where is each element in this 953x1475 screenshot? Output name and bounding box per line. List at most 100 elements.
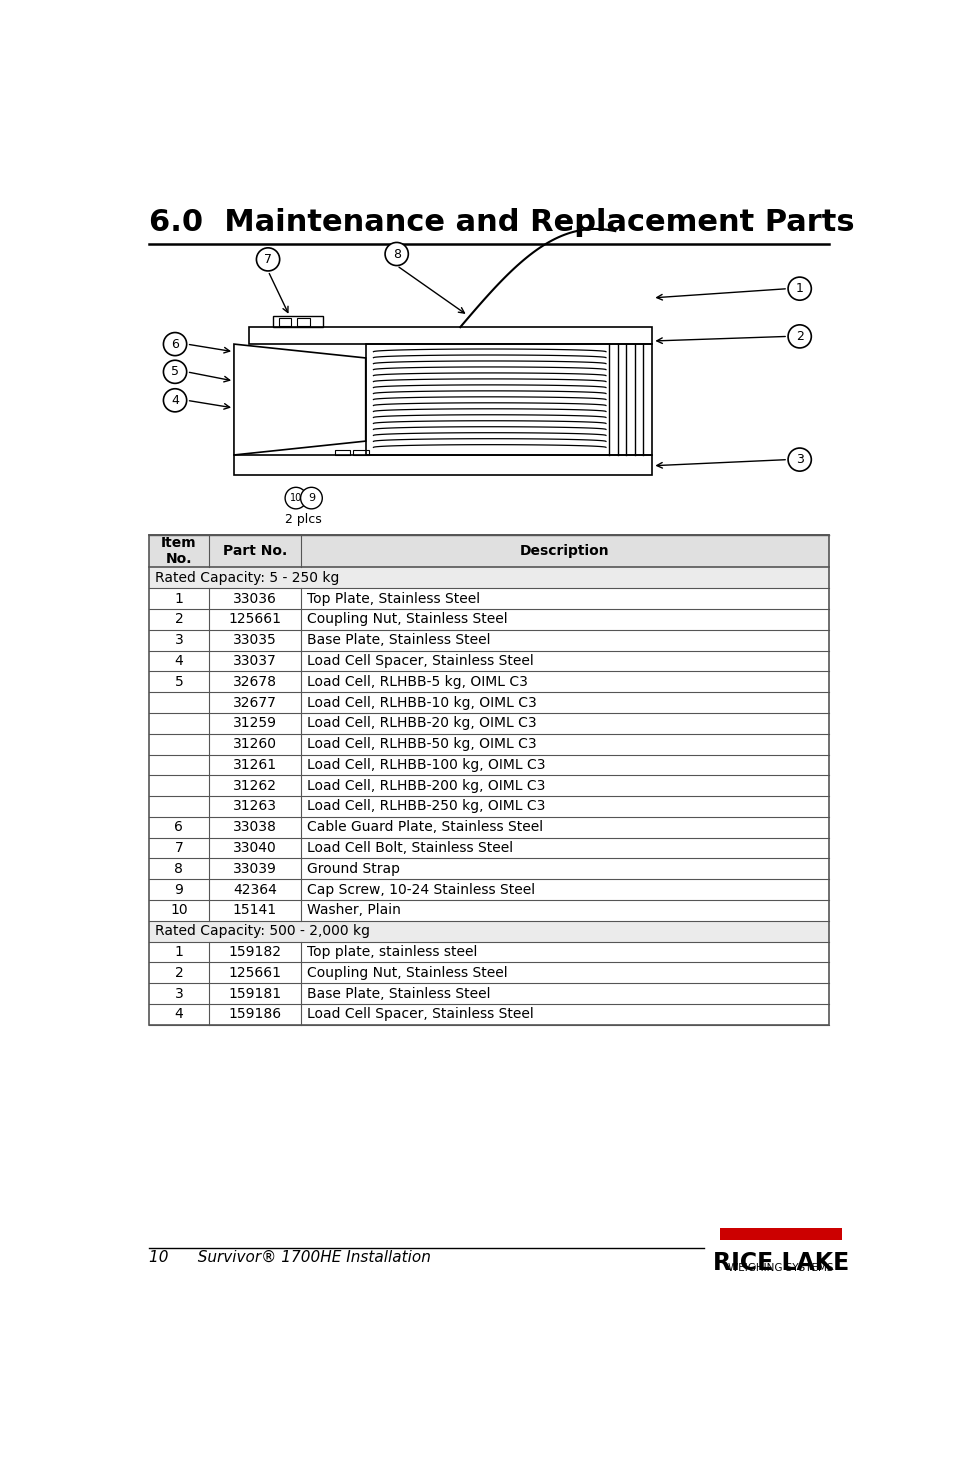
Bar (149, 535, 828, 1025)
Bar (149, 1004, 828, 1025)
Text: RICE LAKE: RICE LAKE (712, 1251, 848, 1276)
Text: Item
No.: Item No. (161, 535, 196, 566)
Text: 33036: 33036 (233, 591, 276, 606)
Text: 159181: 159181 (228, 987, 281, 1000)
Text: Part No.: Part No. (222, 544, 287, 558)
Bar (149, 796, 828, 817)
Text: 31260: 31260 (233, 738, 276, 751)
Text: 33038: 33038 (233, 820, 276, 835)
Bar (273, 316, 323, 327)
Text: 3: 3 (174, 633, 183, 648)
Bar (149, 589, 828, 609)
Text: 10: 10 (170, 903, 188, 917)
Text: 15141: 15141 (233, 903, 276, 917)
Circle shape (163, 332, 187, 355)
Text: 2: 2 (174, 612, 183, 627)
Bar (149, 733, 828, 755)
Text: 3: 3 (174, 987, 183, 1000)
Text: 2: 2 (174, 966, 183, 979)
Text: 6: 6 (171, 338, 179, 351)
Text: Rated Capacity: 5 - 250 kg: Rated Capacity: 5 - 250 kg (154, 571, 339, 584)
Circle shape (787, 277, 810, 301)
Text: 31259: 31259 (233, 717, 276, 730)
Text: 1: 1 (174, 945, 183, 959)
Text: 7: 7 (264, 252, 272, 266)
Text: WEIGHING SYSTEMS: WEIGHING SYSTEMS (727, 1264, 833, 1273)
Text: Load Cell, RLHBB-250 kg, OIML C3: Load Cell, RLHBB-250 kg, OIML C3 (307, 799, 544, 814)
Text: 33039: 33039 (233, 861, 276, 876)
Text: 32678: 32678 (233, 674, 276, 689)
Text: 8: 8 (174, 861, 183, 876)
Text: Cap Screw, 10-24 Stainless Steel: Cap Screw, 10-24 Stainless Steel (307, 882, 535, 897)
Text: Top Plate, Stainless Steel: Top Plate, Stainless Steel (307, 591, 479, 606)
Text: 125661: 125661 (228, 612, 281, 627)
Circle shape (163, 389, 187, 412)
Bar (233, 454, 652, 475)
Text: Top plate, stainless steel: Top plate, stainless steel (307, 945, 476, 959)
Circle shape (285, 487, 307, 509)
Text: 2: 2 (795, 330, 802, 342)
Bar (149, 755, 828, 776)
Bar (149, 984, 828, 1004)
Circle shape (787, 448, 810, 471)
Text: Base Plate, Stainless Steel: Base Plate, Stainless Steel (307, 633, 490, 648)
Bar (149, 568, 828, 589)
Text: 5: 5 (171, 366, 179, 378)
Text: 159182: 159182 (228, 945, 281, 959)
Bar (149, 630, 828, 650)
Bar (149, 920, 828, 941)
Circle shape (163, 360, 187, 384)
Text: 4: 4 (171, 394, 179, 407)
Text: 1: 1 (174, 591, 183, 606)
Bar (149, 535, 828, 568)
Text: Washer, Plain: Washer, Plain (307, 903, 400, 917)
Bar (149, 858, 828, 879)
Text: 42364: 42364 (233, 882, 276, 897)
Bar (149, 838, 828, 858)
Text: 9: 9 (308, 493, 314, 503)
Circle shape (300, 487, 322, 509)
Bar (149, 879, 828, 900)
Text: Load Cell, RLHBB-20 kg, OIML C3: Load Cell, RLHBB-20 kg, OIML C3 (307, 717, 536, 730)
Text: Cable Guard Plate, Stainless Steel: Cable Guard Plate, Stainless Steel (307, 820, 542, 835)
Bar (149, 941, 828, 962)
Text: Ground Strap: Ground Strap (307, 861, 399, 876)
Text: 1: 1 (795, 282, 802, 295)
Bar (149, 609, 828, 630)
Bar (149, 712, 828, 733)
Text: 4: 4 (174, 1007, 183, 1021)
Bar (249, 327, 652, 344)
Bar (720, 1229, 841, 1240)
Text: Rated Capacity: 500 - 2,000 kg: Rated Capacity: 500 - 2,000 kg (154, 925, 370, 938)
Text: 6: 6 (174, 820, 183, 835)
Text: Load Cell Spacer, Stainless Steel: Load Cell Spacer, Stainless Steel (307, 653, 533, 668)
Text: 9: 9 (174, 882, 183, 897)
Text: Load Cell Spacer, Stainless Steel: Load Cell Spacer, Stainless Steel (307, 1007, 533, 1021)
Text: 10: 10 (290, 493, 302, 503)
Text: 5: 5 (174, 674, 183, 689)
Text: 33037: 33037 (233, 653, 276, 668)
Bar (149, 650, 828, 671)
Bar (149, 817, 828, 838)
Text: 2 plcs: 2 plcs (285, 513, 322, 527)
Text: 32677: 32677 (233, 696, 276, 709)
Text: Description: Description (519, 544, 609, 558)
Text: 8: 8 (393, 248, 400, 261)
Text: 31262: 31262 (233, 779, 276, 792)
Bar (335, 450, 350, 454)
Text: Load Cell, RLHBB-100 kg, OIML C3: Load Cell, RLHBB-100 kg, OIML C3 (307, 758, 545, 771)
Circle shape (385, 242, 408, 266)
Text: Load Cell, RLHBB-50 kg, OIML C3: Load Cell, RLHBB-50 kg, OIML C3 (307, 738, 536, 751)
Text: 159186: 159186 (228, 1007, 281, 1021)
Bar (297, 319, 310, 326)
Bar (353, 450, 369, 454)
Text: Load Cell, RLHBB-10 kg, OIML C3: Load Cell, RLHBB-10 kg, OIML C3 (307, 696, 536, 709)
Text: 4: 4 (174, 653, 183, 668)
Text: 6.0  Maintenance and Replacement Parts: 6.0 Maintenance and Replacement Parts (149, 208, 854, 237)
Text: Coupling Nut, Stainless Steel: Coupling Nut, Stainless Steel (307, 612, 507, 627)
Text: 7: 7 (174, 841, 183, 855)
Text: 33035: 33035 (233, 633, 276, 648)
Text: Load Cell, RLHBB-200 kg, OIML C3: Load Cell, RLHBB-200 kg, OIML C3 (307, 779, 544, 792)
Circle shape (787, 324, 810, 348)
Bar (149, 776, 828, 796)
